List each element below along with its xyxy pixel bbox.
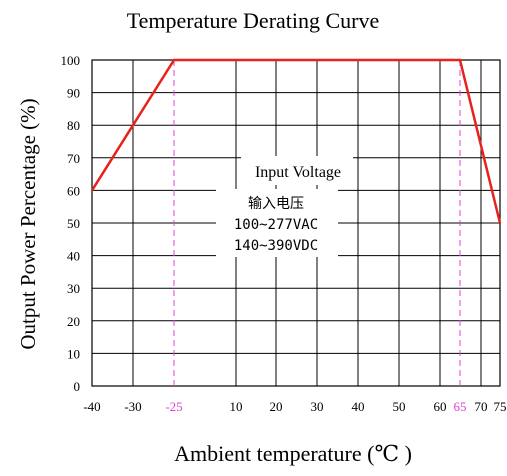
y-tick-label: 90: [67, 86, 80, 101]
y-tick-label: 80: [67, 118, 80, 133]
y-tick-label: 70: [67, 151, 80, 166]
x-tick-label-highlight: 65: [454, 399, 467, 414]
derating-curve-line: [90, 58, 502, 224]
y-tick-label: 50: [67, 216, 80, 231]
series: [90, 58, 502, 224]
y-tick-label: 60: [67, 183, 80, 198]
x-tick-label-highlight: -25: [165, 399, 182, 414]
x-tick-label: 70: [475, 399, 488, 414]
annotation-background: [241, 156, 353, 185]
annotation-line-1: Input Voltage: [255, 164, 341, 181]
x-tick-label: -30: [124, 399, 141, 414]
x-tick-label: 30: [311, 399, 324, 414]
x-tick-label: 20: [270, 399, 283, 414]
x-tick-label: 10: [230, 399, 243, 414]
guide-lines: [173, 60, 461, 386]
y-tick-label: 100: [61, 53, 81, 68]
chart-title: Temperature Derating Curve: [127, 8, 380, 33]
y-axis-label: Output Power Percentage (%): [16, 98, 40, 349]
y-tick-label: 40: [67, 249, 80, 264]
y-tick-label: 10: [67, 346, 80, 361]
x-tick-label: 50: [393, 399, 406, 414]
y-tick-label: 30: [67, 281, 80, 296]
y-tick-label: 20: [67, 314, 80, 329]
annotation-line-4: 140~390VDC: [234, 238, 318, 254]
x-tick-label: -40: [83, 399, 100, 414]
annotation-line-3: 100~277VAC: [234, 217, 318, 233]
annotation-line-2: 输入电压: [248, 196, 304, 212]
annotation-box: Input Voltage 输入电压 100~277VAC 140~390VDC: [216, 156, 353, 257]
y-tick-label: 0: [74, 379, 81, 394]
x-tick-label: 40: [352, 399, 365, 414]
x-tick-label: 75: [494, 399, 507, 414]
tick-labels: 0 10 20 30 40 50 60 70 80 90 100 -40 -30 -25 10 20 30 40 5…: [61, 53, 507, 414]
x-tick-label: 60: [434, 399, 447, 414]
x-axis-label: Ambient temperature (℃ ): [174, 441, 412, 466]
annotation-background-lower: [216, 189, 338, 257]
